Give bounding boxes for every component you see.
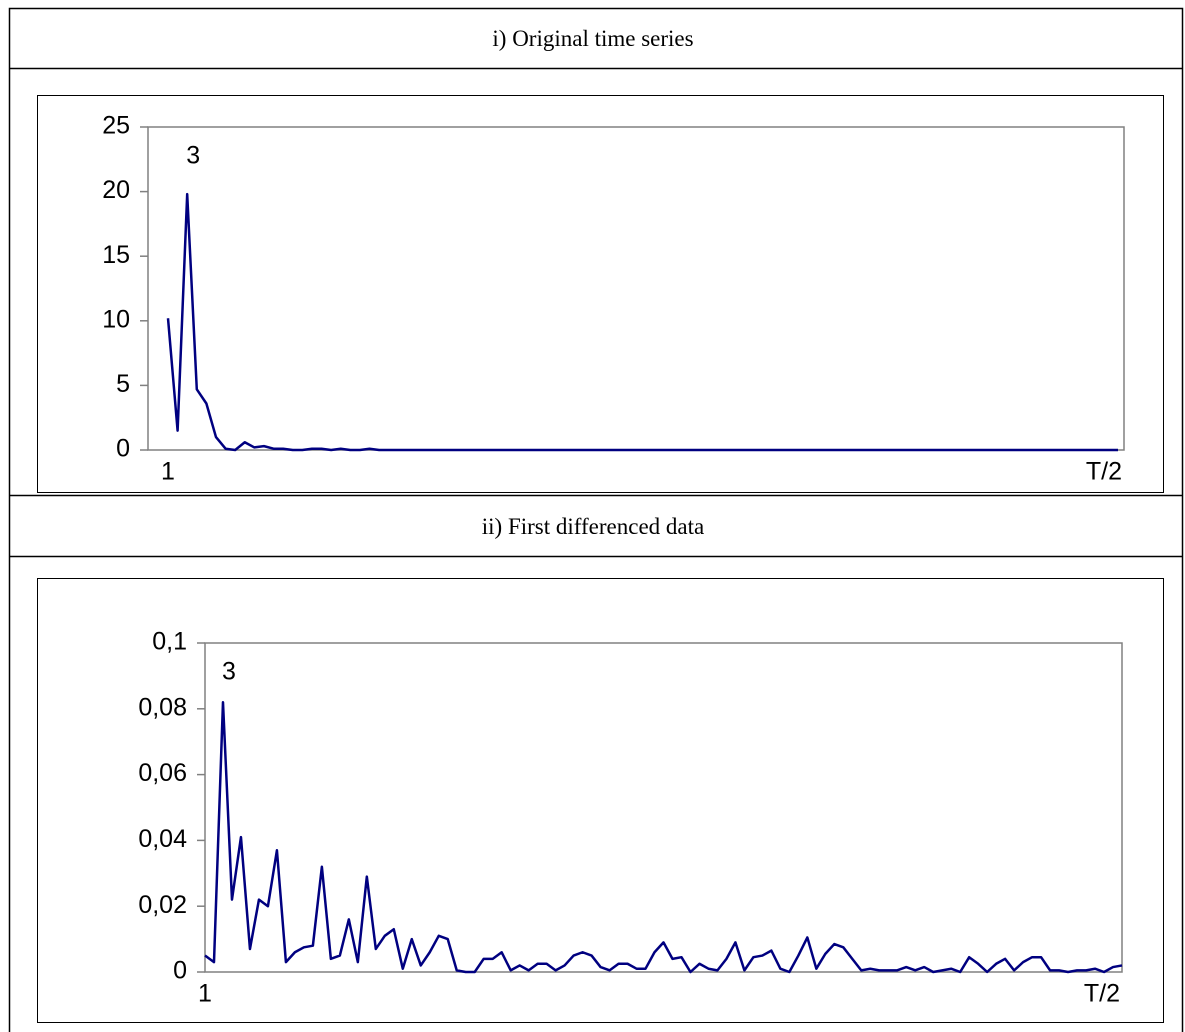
x-tick-label: T/2 <box>1086 458 1122 486</box>
y-tick-label: 0,02 <box>138 891 187 919</box>
y-tick-label: 0,06 <box>138 759 187 787</box>
y-tick-label: 0 <box>173 957 187 985</box>
y-tick-label: 0,08 <box>138 693 187 721</box>
plot-frame <box>204 642 1123 973</box>
y-tick-label: 0 <box>116 435 130 463</box>
row-header: i) Original time series <box>492 26 693 51</box>
y-tick-label: 15 <box>102 241 130 269</box>
y-tick-label: 0,04 <box>138 825 187 853</box>
chart-frame <box>37 95 1164 493</box>
table-border <box>8 7 1184 1032</box>
series-line <box>204 700 1123 974</box>
y-tick-label: 20 <box>102 176 130 204</box>
x-tick-label: 1 <box>198 980 212 1008</box>
plot-frame <box>147 126 1125 451</box>
x-tick-label: T/2 <box>1084 980 1120 1008</box>
row-header: ii) First differenced data <box>482 514 704 539</box>
x-tick-label: 1 <box>161 458 175 486</box>
y-tick-label: 5 <box>116 370 130 398</box>
series-line <box>166 192 1118 452</box>
chart-frame <box>37 578 1164 1023</box>
y-tick-label: 25 <box>102 112 130 140</box>
peak-annotation: 3 <box>222 658 236 686</box>
y-tick-label: 10 <box>102 305 130 333</box>
y-tick-label: 0,1 <box>152 628 187 656</box>
peak-annotation: 3 <box>186 142 200 170</box>
